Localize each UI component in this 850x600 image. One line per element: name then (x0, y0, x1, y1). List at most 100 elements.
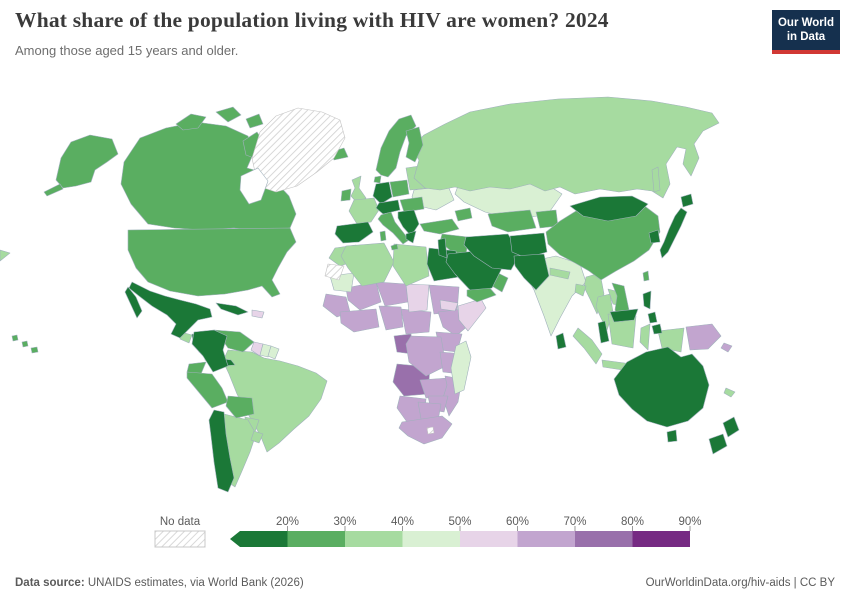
country-russia[interactable] (651, 166, 661, 193)
country-chile[interactable] (208, 409, 235, 493)
legend-no-data-label: No data (160, 516, 201, 528)
country-suriname[interactable] (259, 343, 272, 358)
country-japan[interactable] (680, 193, 694, 208)
country-united-states[interactable] (55, 134, 119, 189)
country-denmark[interactable] (373, 175, 382, 184)
legend-tick-label-2: 40% (391, 516, 414, 528)
country-west-africa-coast[interactable] (339, 308, 380, 333)
legend-bin-6[interactable] (575, 531, 633, 547)
country-lesotho[interactable] (426, 426, 435, 435)
country-united-states[interactable] (21, 340, 29, 348)
country-france[interactable] (348, 197, 380, 225)
logo-line1: Our World (777, 17, 834, 29)
legend-tick-label-5: 70% (563, 516, 586, 528)
legend-bin-4[interactable] (460, 531, 518, 547)
legend-bin-5[interactable] (517, 531, 576, 547)
country-madagascar[interactable] (450, 340, 472, 395)
country-mexico[interactable] (124, 286, 143, 319)
legend-bin-7[interactable] (632, 531, 691, 547)
country-new-zealand[interactable] (722, 416, 740, 438)
country-philippines[interactable] (651, 323, 663, 335)
country-australia[interactable] (666, 429, 678, 443)
country-germany[interactable] (372, 181, 393, 205)
country-eritrea-djibouti[interactable] (439, 299, 459, 312)
owid-logo[interactable]: Our World in Data (772, 10, 840, 54)
country-colombia[interactable] (191, 329, 229, 373)
country-algeria[interactable] (340, 242, 395, 287)
country-russia[interactable] (410, 96, 720, 199)
country-libya-tunisia[interactable] (392, 243, 430, 287)
country-italy[interactable] (377, 211, 410, 245)
country-bangladesh[interactable] (574, 283, 587, 297)
country-brazil[interactable] (222, 349, 328, 453)
country-mexico[interactable] (128, 281, 213, 339)
legend-bin-0[interactable] (230, 531, 288, 547)
country-united-states[interactable] (11, 334, 19, 342)
country-peru[interactable] (186, 371, 229, 409)
country-spain[interactable] (334, 221, 374, 244)
data-source-text: UNAIDS estimates, via World Bank (2026) (84, 577, 304, 589)
country-haiti[interactable] (251, 309, 265, 319)
country-ireland[interactable] (340, 188, 352, 202)
country-mongolia[interactable] (569, 195, 649, 222)
data-source: Data source: UNAIDS estimates, via World… (15, 577, 304, 589)
country-western-sahara[interactable] (324, 263, 345, 281)
country-finland[interactable] (405, 126, 424, 163)
country-new-caledonia[interactable] (723, 387, 736, 398)
country-turkey[interactable] (419, 218, 460, 235)
country-canada[interactable] (175, 113, 207, 131)
country-south-korea[interactable] (648, 229, 661, 244)
country-taiwan[interactable] (642, 270, 650, 282)
country-indonesia[interactable] (657, 327, 685, 353)
country-italy[interactable] (390, 243, 399, 251)
country-dr-congo[interactable] (405, 335, 447, 377)
legend-bin-3[interactable] (402, 531, 461, 547)
country-canada[interactable] (245, 113, 264, 129)
country-chad[interactable] (405, 283, 430, 313)
country-philippines[interactable] (647, 311, 658, 324)
country-greece[interactable] (405, 230, 417, 244)
world-map (0, 96, 740, 493)
country-indonesia[interactable] (639, 323, 651, 351)
page-subtitle: Among those aged 15 years and older. (15, 42, 239, 58)
country-nepal[interactable] (549, 267, 571, 280)
country-caucasus[interactable] (454, 207, 473, 222)
country-greenland[interactable] (251, 107, 346, 193)
country-united-states[interactable] (43, 183, 64, 197)
country-italy[interactable] (379, 230, 387, 242)
country-niger[interactable] (375, 281, 409, 307)
legend-items: No data 20% 30% 40% 50% 60% 70% 80% 90% (154, 516, 702, 548)
country-canada[interactable] (215, 106, 242, 123)
country-australia[interactable] (613, 346, 710, 428)
country-turkmenistan-uzbekistan[interactable] (487, 209, 537, 233)
country-bolivia[interactable] (225, 395, 255, 419)
country-nigeria[interactable] (378, 305, 404, 331)
country-new-zealand[interactable] (708, 433, 728, 455)
country-philippines[interactable] (642, 290, 652, 310)
country-czechia-austria[interactable] (375, 199, 401, 215)
credit-link[interactable]: OurWorldinData.org/hiv-aids | CC BY (645, 577, 835, 589)
country-russia[interactable] (0, 249, 11, 262)
legend-no-data-swatch[interactable] (154, 530, 206, 548)
country-papua-new-guinea[interactable] (720, 342, 733, 353)
legend-bin-1[interactable] (287, 531, 346, 547)
map-legend: No data 20% 30% 40% 50% 60% 70% 80% 90% (154, 516, 702, 548)
country-united-states[interactable] (127, 227, 297, 298)
country-french-guiana[interactable] (267, 345, 280, 360)
country-uruguay[interactable] (250, 430, 264, 444)
legend-bin-2[interactable] (345, 531, 403, 547)
country-cuba[interactable] (215, 302, 249, 316)
country-papua-new-guinea[interactable] (685, 323, 722, 351)
country-indonesia[interactable] (572, 327, 603, 365)
country-hungary-romania[interactable] (399, 196, 425, 213)
country-malaysia[interactable] (597, 320, 610, 344)
country-pakistan[interactable] (513, 253, 550, 291)
country-malaysia[interactable] (609, 308, 639, 323)
country-united-states[interactable] (30, 346, 39, 354)
country-poland[interactable] (389, 179, 410, 198)
country-cameroon-car[interactable] (400, 308, 432, 335)
country-south-africa[interactable] (398, 415, 453, 445)
country-japan[interactable] (659, 207, 688, 259)
country-sri-lanka[interactable] (555, 332, 567, 350)
chart-footer: Data source: UNAIDS estimates, via World… (15, 577, 835, 589)
